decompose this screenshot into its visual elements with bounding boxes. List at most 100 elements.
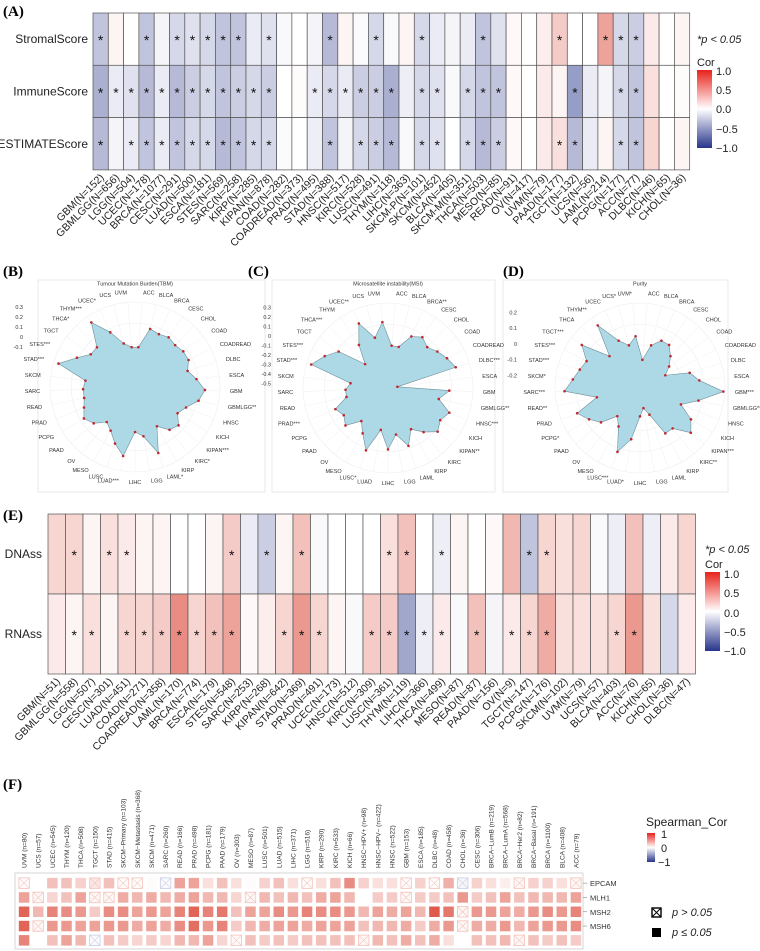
heatmap-cell bbox=[345, 513, 364, 595]
cell-significant bbox=[485, 935, 497, 946]
cell-significant bbox=[160, 892, 171, 903]
ns-cross bbox=[358, 934, 370, 946]
significance-star: * bbox=[358, 84, 364, 100]
radar-axis-label: READ bbox=[280, 406, 295, 412]
tick: 1.0 bbox=[724, 569, 739, 581]
cell-significant bbox=[202, 920, 214, 932]
row-label: DNAss bbox=[5, 547, 42, 561]
significance-star: * bbox=[205, 32, 211, 48]
radar-point bbox=[397, 345, 401, 349]
significance-star: * bbox=[614, 627, 620, 643]
ns-cross bbox=[400, 877, 412, 889]
radar-point bbox=[357, 322, 361, 325]
significance-star: * bbox=[159, 137, 165, 153]
radar-point bbox=[121, 454, 125, 458]
cell-significant bbox=[570, 906, 582, 917]
heatmap-cell bbox=[467, 513, 486, 595]
radar-axis-label: LUSC*** bbox=[587, 476, 609, 482]
significance-star: * bbox=[527, 627, 533, 643]
radar-msi: Microsatellite instability(MSI) ACC BLCABR… bbox=[262, 282, 511, 488]
significance-star: * bbox=[98, 84, 104, 100]
cell-significant bbox=[556, 935, 568, 946]
radar-point bbox=[585, 359, 588, 363]
radar-point bbox=[689, 418, 693, 421]
significance-star: * bbox=[419, 84, 425, 100]
significance-star: * bbox=[465, 137, 471, 153]
cell-significant bbox=[89, 906, 101, 917]
radar-axis-label: KIRP bbox=[181, 468, 194, 474]
significance-star: * bbox=[474, 627, 480, 643]
radar-axis-label: PRAD bbox=[32, 420, 47, 426]
radar-axis-label: GBM bbox=[230, 389, 243, 395]
heatmap-cell bbox=[152, 513, 171, 595]
heatmap-cell bbox=[450, 593, 469, 675]
cell-significant bbox=[245, 877, 256, 889]
heatmap-cell bbox=[82, 513, 101, 595]
row-label: MLH1 bbox=[590, 893, 610, 902]
column-label: MESO (n=87) bbox=[248, 828, 255, 868]
significance-star: * bbox=[312, 84, 318, 100]
cell-significant bbox=[301, 906, 313, 917]
row-label: MSH6 bbox=[590, 922, 611, 931]
cell-significant bbox=[75, 935, 86, 946]
cell-significant bbox=[245, 935, 256, 946]
heatmap-cell bbox=[383, 12, 400, 66]
cell-significant bbox=[570, 892, 582, 903]
tick: −1 bbox=[658, 857, 671, 869]
heatmap-cell bbox=[459, 12, 476, 66]
significance-star: * bbox=[439, 627, 445, 643]
significance-star: * bbox=[98, 32, 104, 48]
radar-axis-label: PCPG* bbox=[541, 436, 560, 442]
ns-label: p > 0.05 bbox=[671, 907, 713, 919]
significance-star: * bbox=[229, 627, 235, 643]
heatmap-cell bbox=[327, 593, 346, 675]
heatmap-cell bbox=[485, 593, 504, 675]
radar-axis-label: MESO bbox=[577, 469, 594, 475]
tick: 0 bbox=[661, 843, 667, 855]
significance-star: * bbox=[439, 547, 445, 563]
radar-axis-label: ESCA bbox=[482, 374, 497, 380]
radial-tick-label: 0 bbox=[268, 334, 271, 340]
grid-spoke bbox=[387, 376, 473, 389]
cell-significant bbox=[160, 906, 171, 917]
radial-tick-label: 0.3 bbox=[15, 305, 23, 311]
cell-significant bbox=[344, 892, 355, 903]
heatmap-cell bbox=[257, 593, 276, 675]
radar-frame-b bbox=[37, 279, 266, 493]
heatmap-cell bbox=[521, 117, 538, 171]
significance-star: * bbox=[174, 137, 180, 153]
cell-significant bbox=[528, 877, 539, 889]
sig-label: p ≤ 0.05 bbox=[671, 927, 713, 939]
radar-axis-label: COADREAD bbox=[473, 343, 504, 349]
significance-star: * bbox=[632, 627, 638, 643]
radar-axis-label: BLCA bbox=[159, 293, 174, 299]
radar-axis-label: LGG bbox=[656, 480, 668, 486]
heatmap-cell bbox=[643, 117, 660, 171]
radar-point bbox=[155, 424, 159, 428]
heatmap-cell bbox=[536, 64, 553, 118]
radar-axis-label: HNSC bbox=[728, 421, 744, 427]
cell-significant bbox=[429, 920, 440, 932]
radar-axis-label: READ bbox=[27, 405, 42, 411]
heatmap-cell bbox=[444, 117, 461, 171]
cell-significant bbox=[400, 906, 412, 917]
radar-point bbox=[587, 418, 591, 421]
significance-star: * bbox=[404, 547, 410, 563]
radar-area bbox=[564, 325, 724, 453]
cell-significant bbox=[47, 935, 58, 946]
heatmap-cell bbox=[551, 64, 568, 118]
radar-point bbox=[105, 420, 109, 424]
radar-axis-label: OV bbox=[67, 459, 75, 465]
cell-significant bbox=[216, 920, 228, 932]
cell-significant bbox=[146, 920, 157, 932]
radar-axis-label: KIRP bbox=[686, 469, 699, 475]
radar-point bbox=[173, 343, 177, 347]
radar-axis-label: STES*** bbox=[534, 343, 556, 349]
radar-point bbox=[360, 419, 363, 423]
radar-axis-label: GBM bbox=[483, 390, 496, 396]
radar-axis-label: PAAD bbox=[302, 449, 317, 455]
radar-point bbox=[89, 352, 93, 356]
radar-point bbox=[357, 343, 361, 347]
radar-point bbox=[148, 327, 152, 331]
heatmap-cell bbox=[582, 12, 599, 66]
